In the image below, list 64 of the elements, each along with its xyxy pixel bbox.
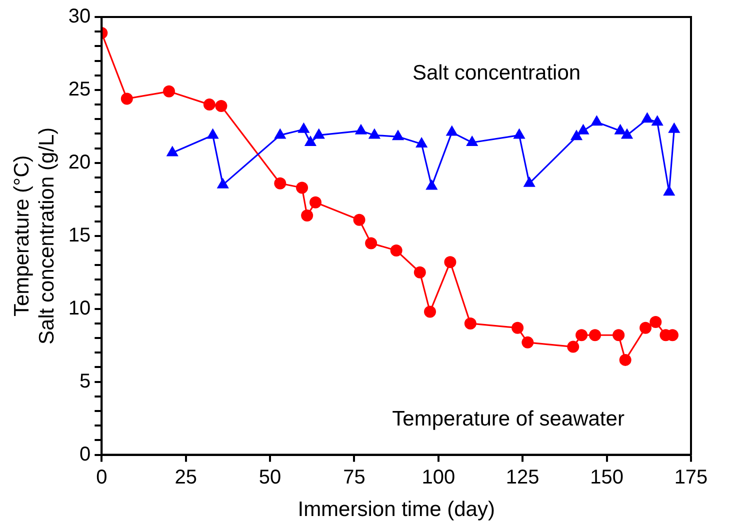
x-tick-label: 0 [96,466,108,488]
x-axis-title: Immersion time (day) [298,498,495,522]
x-tick-label: 100 [422,466,456,488]
point [570,130,583,140]
point [416,136,428,148]
x-tick-label: 50 [258,466,282,488]
point [620,128,634,139]
y-axis-title: Temperature (°C) Salt concentration (g/L) [10,127,59,344]
point [390,244,402,256]
point [641,112,654,123]
point [298,122,310,133]
point [444,256,456,268]
y-tick-label: 15 [68,224,91,246]
point [301,209,314,222]
y-tick-label: 25 [68,78,91,100]
series-label: Temperature of seawater [392,408,624,431]
point [513,128,526,139]
point [414,266,426,278]
point [304,136,317,146]
point [274,128,286,139]
y-tick-label: 20 [68,151,91,174]
point [567,340,580,353]
point [640,322,652,334]
y-tick-label: 30 [68,6,91,28]
point [166,146,178,156]
point [216,178,229,188]
point [668,122,680,133]
point [392,130,404,140]
x-tick-label: 125 [506,466,540,488]
point [512,322,524,334]
point [274,177,286,190]
point [310,196,322,208]
point [663,185,676,196]
y-tick-label: 5 [80,370,91,392]
point [368,128,380,139]
point [576,329,588,342]
y-tick-label: 0 [80,443,91,466]
point [206,128,219,139]
point [464,317,476,330]
series-label: Salt concentration [412,62,581,85]
point [523,176,536,187]
point [312,128,325,139]
x-tick-label: 150 [590,466,624,488]
point [296,182,308,194]
point [650,316,662,328]
point [353,214,366,226]
point [446,125,458,136]
point [614,124,626,134]
point [590,115,603,126]
point [577,124,590,134]
point [589,329,602,342]
point [651,115,664,126]
point [619,354,632,366]
point [424,306,436,318]
point [466,136,478,146]
point [365,237,378,250]
point [354,124,368,134]
x-tick-label: 175 [674,466,708,488]
point [426,179,438,190]
y-tick-label: 10 [68,297,91,320]
x-tick-label: 75 [343,466,366,488]
point [522,336,534,348]
x-tick-label: 25 [174,466,197,488]
point [612,329,625,342]
